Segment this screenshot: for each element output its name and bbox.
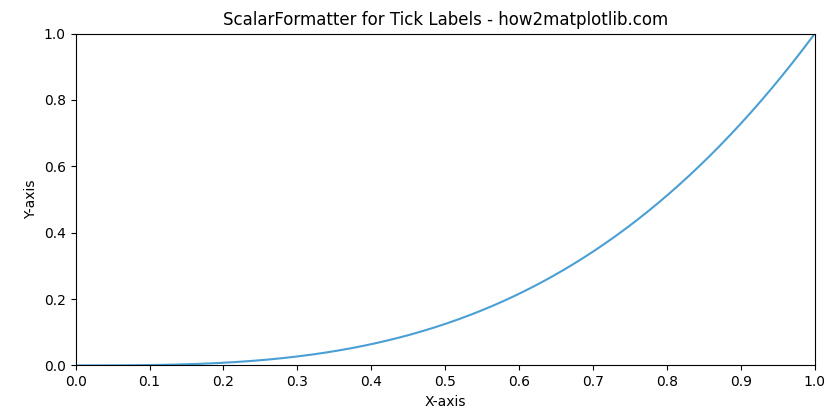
Y-axis label: Y-axis: Y-axis — [24, 180, 39, 219]
X-axis label: X-axis: X-axis — [424, 395, 466, 409]
Title: ScalarFormatter for Tick Labels - how2matplotlib.com: ScalarFormatter for Tick Labels - how2ma… — [223, 11, 668, 29]
